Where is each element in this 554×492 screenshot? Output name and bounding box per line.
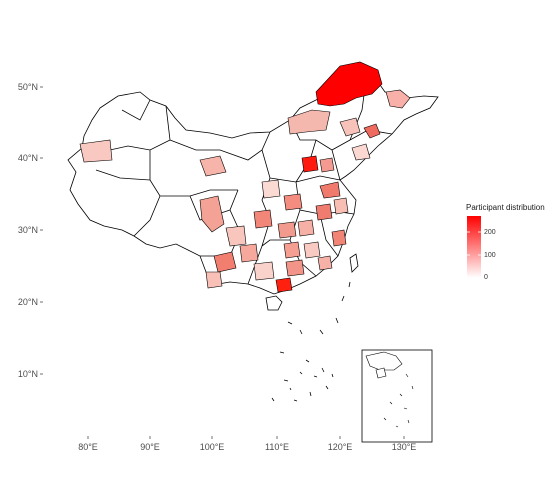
lat-tick-20: 20°N (18, 297, 38, 307)
lat-tick-50: 50°N (18, 82, 38, 92)
legend-tick-200: 200 (484, 229, 496, 236)
lat-tick-30: 30°N (18, 225, 38, 235)
legend-tick-100: 100 (484, 252, 496, 259)
south-china-sea-islands (271, 281, 351, 402)
legend-title: Participant distribution (466, 203, 545, 212)
region-northeast-1 (363, 123, 381, 139)
lat-tick-40: 40°N (18, 153, 38, 163)
hainan-island (265, 295, 283, 311)
region-hebei-1 (319, 157, 335, 173)
region-sichuan-east (225, 225, 247, 247)
region-hulunbuir (315, 61, 383, 107)
region-guangdong (285, 259, 305, 277)
region-sichuan-west (199, 195, 225, 233)
legend: Participant distribution 0 100 200 (466, 203, 545, 281)
lat-tick-10: 10°N (18, 369, 38, 379)
region-yunnan-1 (213, 251, 237, 273)
region-shaanxi (261, 179, 281, 199)
region-guizhou (239, 243, 259, 263)
region-haikou (275, 277, 293, 293)
region-xinjiang-east (79, 139, 113, 163)
map-regions (67, 79, 439, 295)
region-hubei-1 (277, 221, 297, 239)
legend-color-bar (467, 216, 481, 278)
lon-tick-130-inset: 130°E (392, 442, 417, 452)
region-henan-1 (283, 193, 303, 211)
region-hubei-2 (297, 219, 315, 237)
region-chongqing (253, 209, 273, 229)
region-shandong (319, 181, 341, 199)
region-guangxi (253, 261, 275, 281)
shaded-regions (79, 61, 411, 293)
taiwan-island (349, 253, 359, 273)
region-jiangxi (303, 241, 321, 259)
region-inner-mongolia-mid (287, 109, 331, 135)
region-yunnan-2 (205, 271, 223, 289)
region-heilongjiang-north (385, 89, 411, 109)
region-northeast-2 (339, 117, 361, 137)
region-hunan (283, 241, 301, 259)
south-china-sea-inset (361, 349, 433, 443)
region-shanxi-central (301, 155, 319, 173)
region-zhejiang (331, 229, 347, 247)
region-northeast-3 (351, 143, 371, 161)
region-jiangsu (333, 197, 349, 215)
latitude-axis: 10°N 20°N 30°N 40°N 50°N (18, 82, 43, 379)
lon-tick-120: 120°E (328, 442, 353, 452)
lon-tick-110: 110°E (265, 442, 289, 452)
region-mainland (67, 79, 439, 295)
lon-tick-100: 100°E (200, 442, 225, 452)
lon-tick-80: 80°E (78, 442, 98, 452)
longitude-axis: 80°E 90°E 100°E 110°E 120°E 130°E (78, 436, 416, 452)
lon-tick-90: 90°E (140, 442, 160, 452)
region-fujian (317, 255, 333, 271)
legend-tick-0: 0 (484, 274, 488, 281)
region-anhui (315, 203, 333, 221)
region-gansu (199, 155, 227, 177)
